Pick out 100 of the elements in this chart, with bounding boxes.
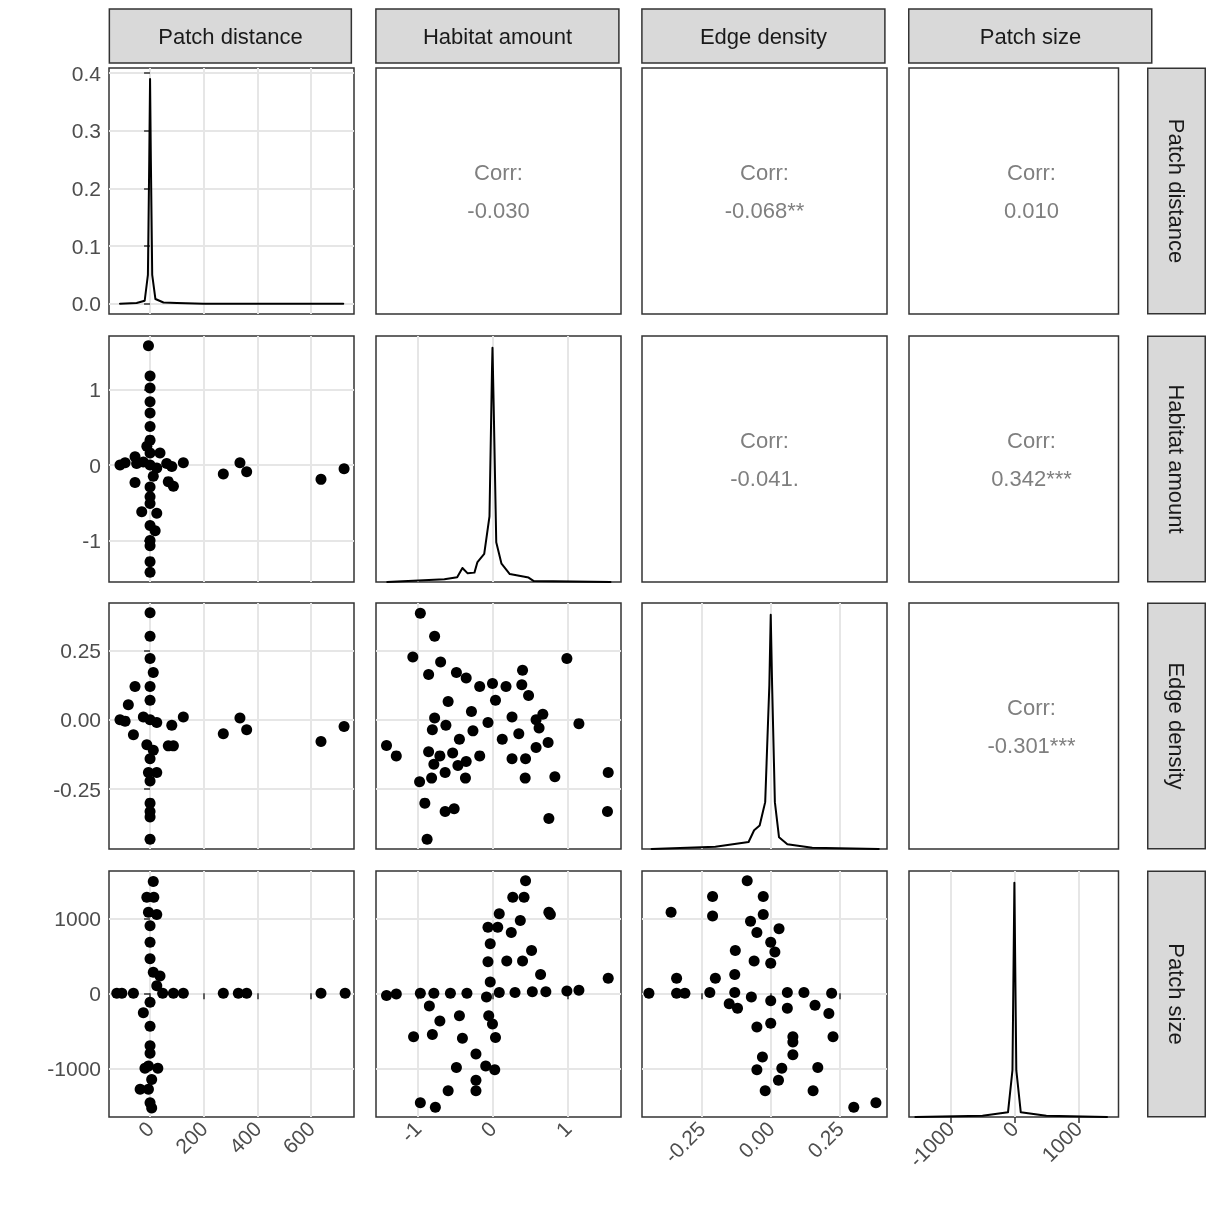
point xyxy=(142,340,154,351)
point xyxy=(470,1085,482,1097)
point xyxy=(144,996,156,1008)
point xyxy=(519,875,531,887)
point xyxy=(549,771,561,783)
point xyxy=(782,987,794,999)
point xyxy=(315,736,327,748)
point xyxy=(452,760,464,772)
point xyxy=(338,463,350,474)
point xyxy=(144,653,156,665)
text: -0.068** xyxy=(725,197,806,223)
point xyxy=(315,473,327,485)
point xyxy=(480,991,492,1003)
text: Corr: xyxy=(1007,427,1057,453)
point xyxy=(127,729,139,741)
point xyxy=(745,915,757,927)
point xyxy=(742,875,754,887)
y-tick-label: 0.25 xyxy=(60,639,101,663)
point xyxy=(429,1101,441,1113)
point xyxy=(144,382,156,394)
point xyxy=(152,1062,164,1074)
text: Corr: xyxy=(740,427,790,453)
point xyxy=(473,681,485,693)
point xyxy=(167,987,179,999)
point xyxy=(732,1002,744,1014)
point xyxy=(489,695,501,707)
text: -0.301*** xyxy=(987,732,1077,758)
point xyxy=(442,1085,454,1097)
point xyxy=(426,724,438,736)
y-tick-label: 0.00 xyxy=(60,708,101,732)
point xyxy=(765,936,777,948)
text: Patch size xyxy=(979,23,1082,49)
point xyxy=(707,891,719,903)
point xyxy=(144,481,156,493)
point xyxy=(751,1064,763,1076)
text: Corr: xyxy=(473,159,523,185)
point xyxy=(522,690,534,702)
point xyxy=(234,456,246,468)
y-tick-label: -1000 xyxy=(47,1056,101,1080)
point xyxy=(765,1017,777,1029)
point xyxy=(496,734,508,746)
point xyxy=(573,718,585,730)
point xyxy=(467,725,479,737)
point xyxy=(543,813,555,825)
point xyxy=(724,998,736,1010)
x-tick-label: 200 xyxy=(170,1116,212,1158)
point xyxy=(486,1018,498,1030)
point xyxy=(848,1101,860,1113)
point xyxy=(442,696,454,708)
point xyxy=(380,990,392,1002)
point xyxy=(144,681,156,693)
text: Habitat amount xyxy=(422,23,572,49)
point xyxy=(758,909,770,921)
point xyxy=(434,1015,446,1027)
point xyxy=(137,711,149,723)
point xyxy=(390,750,402,762)
x-tick-label: 1 xyxy=(550,1116,576,1142)
point xyxy=(870,1097,882,1109)
point xyxy=(147,667,159,679)
point xyxy=(151,462,163,474)
point xyxy=(217,468,229,480)
point xyxy=(146,1074,158,1086)
point xyxy=(758,891,770,903)
point xyxy=(434,750,446,762)
point xyxy=(823,1008,835,1020)
point xyxy=(533,722,545,734)
point xyxy=(482,921,494,933)
y2-axis-title: Patch size xyxy=(1164,943,1190,1045)
point xyxy=(730,945,742,957)
point xyxy=(602,972,614,984)
point xyxy=(601,806,613,818)
point xyxy=(602,767,614,779)
point xyxy=(439,767,451,779)
point xyxy=(773,923,785,935)
point xyxy=(776,1062,788,1074)
point xyxy=(514,915,526,927)
point xyxy=(453,1010,465,1022)
point xyxy=(561,653,573,665)
x-tick-label: 0.00 xyxy=(734,1116,780,1163)
point xyxy=(144,1020,156,1032)
point xyxy=(809,999,821,1011)
point xyxy=(482,717,494,729)
point xyxy=(419,798,431,810)
point xyxy=(486,678,498,690)
point xyxy=(137,1007,149,1019)
point xyxy=(561,985,573,997)
y-tick-label: 0.3 xyxy=(71,119,101,143)
point xyxy=(129,476,141,488)
point xyxy=(390,988,402,1000)
point xyxy=(493,908,505,920)
x-tick-label: 0 xyxy=(475,1116,501,1142)
point xyxy=(177,456,189,468)
point xyxy=(127,987,139,999)
point xyxy=(505,927,517,939)
point xyxy=(573,984,585,996)
point xyxy=(428,759,440,771)
x-tick-label: -1 xyxy=(395,1116,426,1147)
point xyxy=(439,806,451,818)
text: -0.030 xyxy=(466,197,530,223)
point xyxy=(827,1031,839,1043)
